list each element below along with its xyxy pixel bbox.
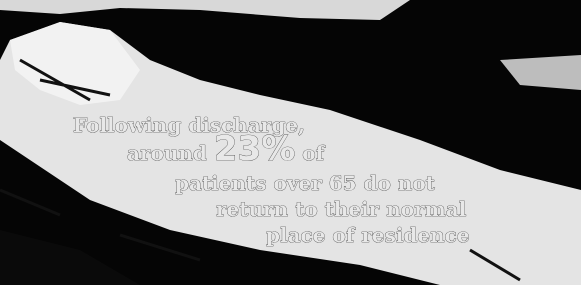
- message-line: place of residence: [266, 223, 470, 247]
- page: {"statement": { "line1": "Following disc…: [0, 0, 581, 285]
- infographic: Following discharge, around 23% of patie…: [0, 0, 581, 285]
- message-line: patients over 65 do not: [175, 171, 436, 195]
- message-line: return to their normal: [216, 197, 467, 221]
- message-text: around: [127, 141, 207, 165]
- message-text: of: [302, 141, 325, 165]
- highlight: 23%: [214, 129, 295, 169]
